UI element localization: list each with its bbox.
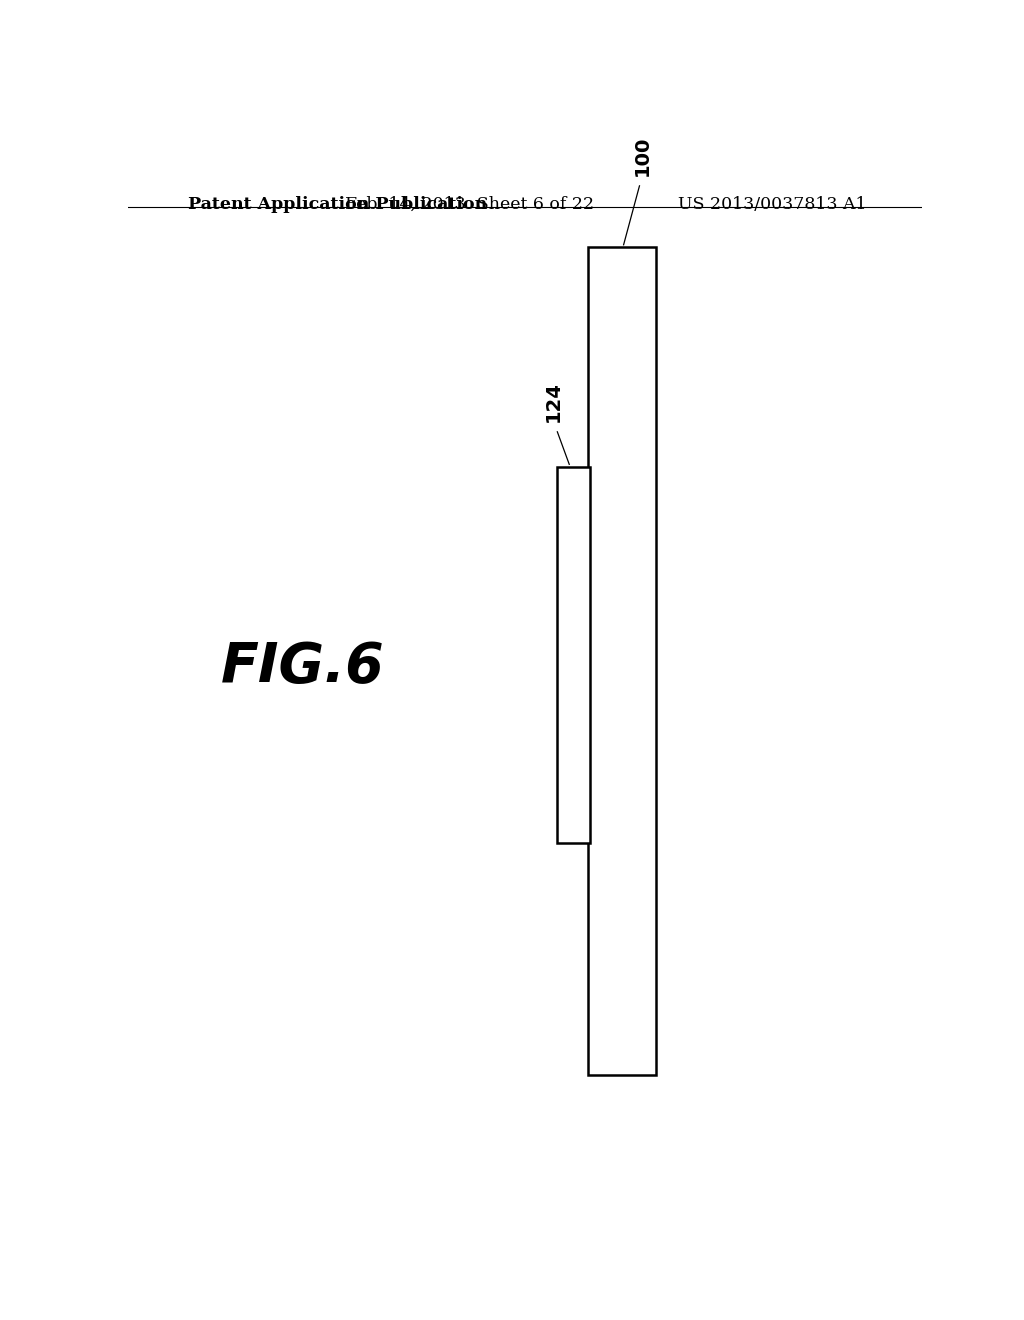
Text: Patent Application Publication: Patent Application Publication <box>187 195 486 213</box>
Text: FIG.6: FIG.6 <box>221 640 384 693</box>
Text: 100: 100 <box>633 136 651 176</box>
Text: Feb. 14, 2013  Sheet 6 of 22: Feb. 14, 2013 Sheet 6 of 22 <box>345 195 594 213</box>
Text: US 2013/0037813 A1: US 2013/0037813 A1 <box>678 195 866 213</box>
Bar <box>588 247 655 1076</box>
Text: 124: 124 <box>544 380 563 421</box>
Bar <box>557 467 590 843</box>
